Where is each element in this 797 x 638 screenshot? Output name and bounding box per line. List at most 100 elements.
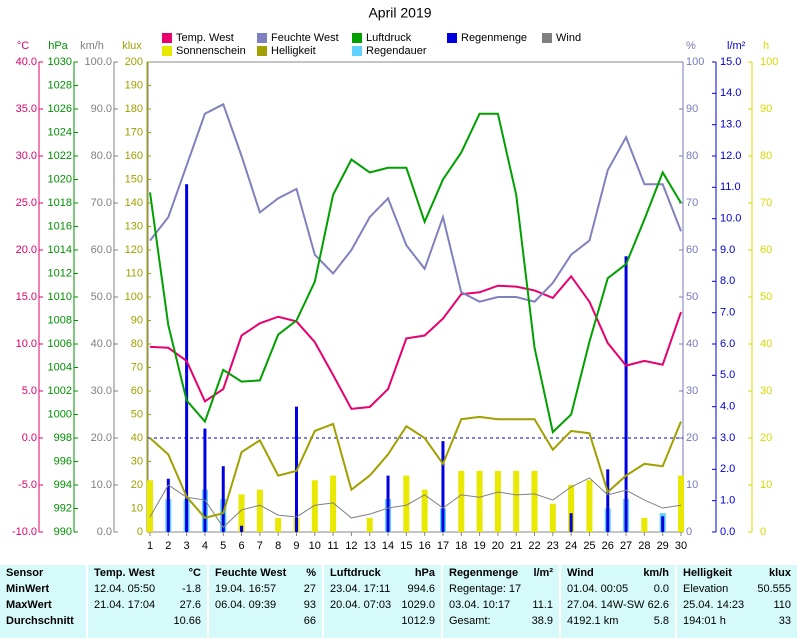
y-tick-label: 160 [125, 150, 143, 162]
legend-label: Feuchte West [271, 32, 339, 44]
chart-title: April 2019 [368, 5, 431, 21]
cell-left: Gesamt: [449, 615, 491, 627]
y-tick-label: 50 [131, 408, 143, 420]
y-tick-label: 990 [54, 526, 72, 538]
y-tick-label: 1010 [48, 291, 72, 303]
axis-unit: hPa [48, 40, 68, 52]
y-tick-label: 1006 [48, 338, 72, 350]
legend-swatch [162, 46, 172, 56]
y-tick-label: 992 [54, 502, 72, 514]
cell-right: 50.555 [757, 583, 791, 595]
cell-left: 23.04. 17:11 [330, 583, 391, 595]
table-group [324, 565, 441, 638]
y-tick-label: 6.0 [720, 338, 735, 350]
x-tick-label: 16 [419, 540, 431, 552]
y-tick-label: 90 [131, 314, 143, 326]
col-title: Regenmenge [449, 567, 519, 579]
y-tick-label: 60 [686, 244, 698, 256]
bar [678, 475, 684, 532]
y-tick-label: 1024 [48, 126, 72, 138]
x-tick-label: 8 [275, 540, 281, 552]
y-tick-label: 0.0 [97, 526, 112, 538]
col-title: Luftdruck [330, 567, 381, 579]
legend-label: Luftdruck [366, 32, 412, 44]
y-tick-label: 15.0 [720, 56, 741, 68]
y-tick-label: 1020 [48, 173, 72, 185]
stats-table: Sensor MinWert MaxWert Durchschnitt Temp. We… [0, 565, 797, 638]
y-tick-label: 40 [760, 338, 772, 350]
bar [256, 489, 263, 532]
y-tick-label: 998 [54, 432, 72, 444]
y-tick-label: 140 [125, 197, 143, 209]
x-tick-label: 26 [602, 540, 614, 552]
x-tick-label: 14 [382, 540, 394, 552]
y-tick-label: 40 [686, 338, 698, 350]
bar [311, 480, 318, 532]
col-title: Wind [567, 567, 594, 579]
y-tick-label: 10 [686, 479, 698, 491]
y-tick-label: 14.0 [720, 87, 741, 99]
cell-left: Elevation [683, 583, 729, 595]
bar [185, 184, 189, 532]
bar [476, 470, 483, 532]
table-group [443, 565, 559, 638]
y-tick-label: 13.0 [720, 119, 741, 131]
x-tick-label: 24 [565, 540, 577, 552]
bar [238, 494, 245, 532]
y-tick-label: 7.0 [720, 307, 735, 319]
col-unit: °C [188, 567, 201, 579]
col-title: Feuchte West [215, 567, 287, 579]
cell-right: 0.0 [653, 583, 669, 595]
line [149, 477, 682, 529]
y-tick-label: 1016 [48, 220, 72, 232]
y-tick-label: 1008 [48, 314, 72, 326]
legend-swatch [162, 33, 172, 43]
bar [513, 470, 520, 532]
cell-right: 66 [303, 615, 316, 627]
cell-right: 5.8 [653, 615, 669, 627]
line [149, 274, 682, 410]
cell-right: 27 [303, 583, 316, 595]
y-tick-label: 70 [760, 197, 772, 209]
y-tick-label: 80 [686, 150, 698, 162]
y-tick-label: 0.0 [720, 526, 735, 538]
x-tick-label: 21 [510, 540, 522, 552]
cell-right: 10.66 [173, 615, 201, 627]
x-tick-label: 1 [147, 540, 153, 552]
col-unit: km/h [643, 567, 669, 579]
bar [275, 517, 282, 532]
y-tick-label: 70.0 [91, 197, 112, 209]
bar [458, 470, 465, 532]
y-tick-label: 110 [125, 267, 143, 279]
legend-label: Sonnenschein [176, 45, 246, 57]
table-group [209, 565, 322, 638]
y-tick-label: 70 [131, 361, 143, 373]
bar [531, 470, 538, 532]
x-tick-label: 18 [455, 540, 467, 552]
y-tick-label: 3.0 [720, 432, 735, 444]
bar [494, 470, 501, 532]
y-tick-label: 1.0 [720, 495, 735, 507]
y-tick-label: 15.0 [16, 291, 37, 303]
x-tick-label: 7 [257, 540, 263, 552]
y-tick-label: 10.0 [720, 213, 741, 225]
axis-unit: l/m² [727, 40, 746, 52]
y-tick-label: 35.0 [16, 103, 37, 115]
y-tick-label: 0 [137, 526, 143, 538]
y-tick-label: 1022 [48, 150, 72, 162]
y-tick-label: 20 [686, 432, 698, 444]
bar [221, 466, 225, 532]
x-tick-label: 15 [400, 540, 412, 552]
y-tick-label: 50 [760, 291, 772, 303]
axis-unit: km/h [80, 40, 104, 52]
y-tick-label: 100 [686, 56, 704, 68]
table-group [677, 565, 797, 638]
y-tick-label: 40 [131, 432, 143, 444]
legend-label: Regendauer [366, 45, 427, 57]
line [149, 112, 682, 435]
y-tick-label: 0.0 [22, 432, 37, 444]
y-tick-label: 90.0 [91, 103, 112, 115]
x-tick-label: 12 [345, 540, 357, 552]
col-unit: % [306, 567, 316, 579]
